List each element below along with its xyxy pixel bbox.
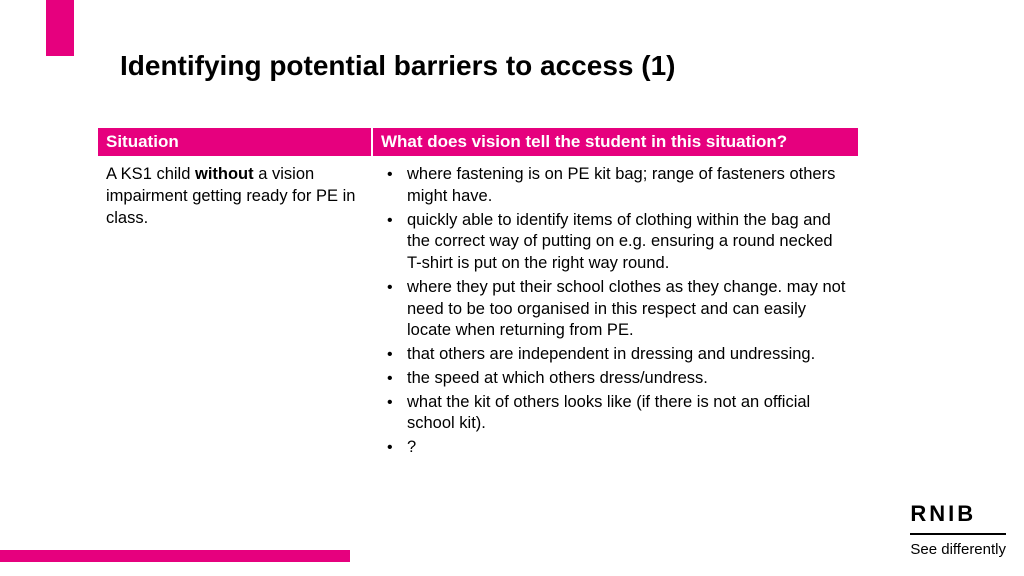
bottom-accent-rule [0,550,350,562]
list-item: quickly able to identify items of clothi… [381,210,850,275]
list-item: that others are independent in dressing … [381,344,850,366]
slide: Identifying potential barriers to access… [0,0,1024,576]
table-header-row: Situation What does vision tell the stud… [98,128,858,156]
list-item: ? [381,437,850,459]
logo-rule [910,533,1006,535]
col-header-vision: What does vision tell the student in thi… [373,128,858,156]
situation-pre: A KS1 child [106,165,195,183]
cell-vision: where fastening is on PE kit bag; range … [373,156,858,467]
list-item: where fastening is on PE kit bag; range … [381,164,850,208]
cell-situation: A KS1 child without a vision impairment … [98,156,373,467]
situation-bold: without [195,165,254,183]
list-item: where they put their school clothes as t… [381,277,850,342]
situation-text: A KS1 child without a vision impairment … [106,165,355,227]
vision-bullet-list: where fastening is on PE kit bag; range … [381,164,850,459]
list-item: the speed at which others dress/undress. [381,368,850,390]
table-row: A KS1 child without a vision impairment … [98,156,858,467]
list-item: what the kit of others looks like (if th… [381,392,850,436]
accent-bar [46,0,74,56]
barriers-table: Situation What does vision tell the stud… [98,128,858,467]
page-title: Identifying potential barriers to access… [120,50,675,82]
col-header-situation: Situation [98,128,373,156]
rnib-logo: RNIB See differently [910,501,1006,558]
logo-name: RNIB [910,501,1006,527]
logo-tagline: See differently [910,541,1006,558]
